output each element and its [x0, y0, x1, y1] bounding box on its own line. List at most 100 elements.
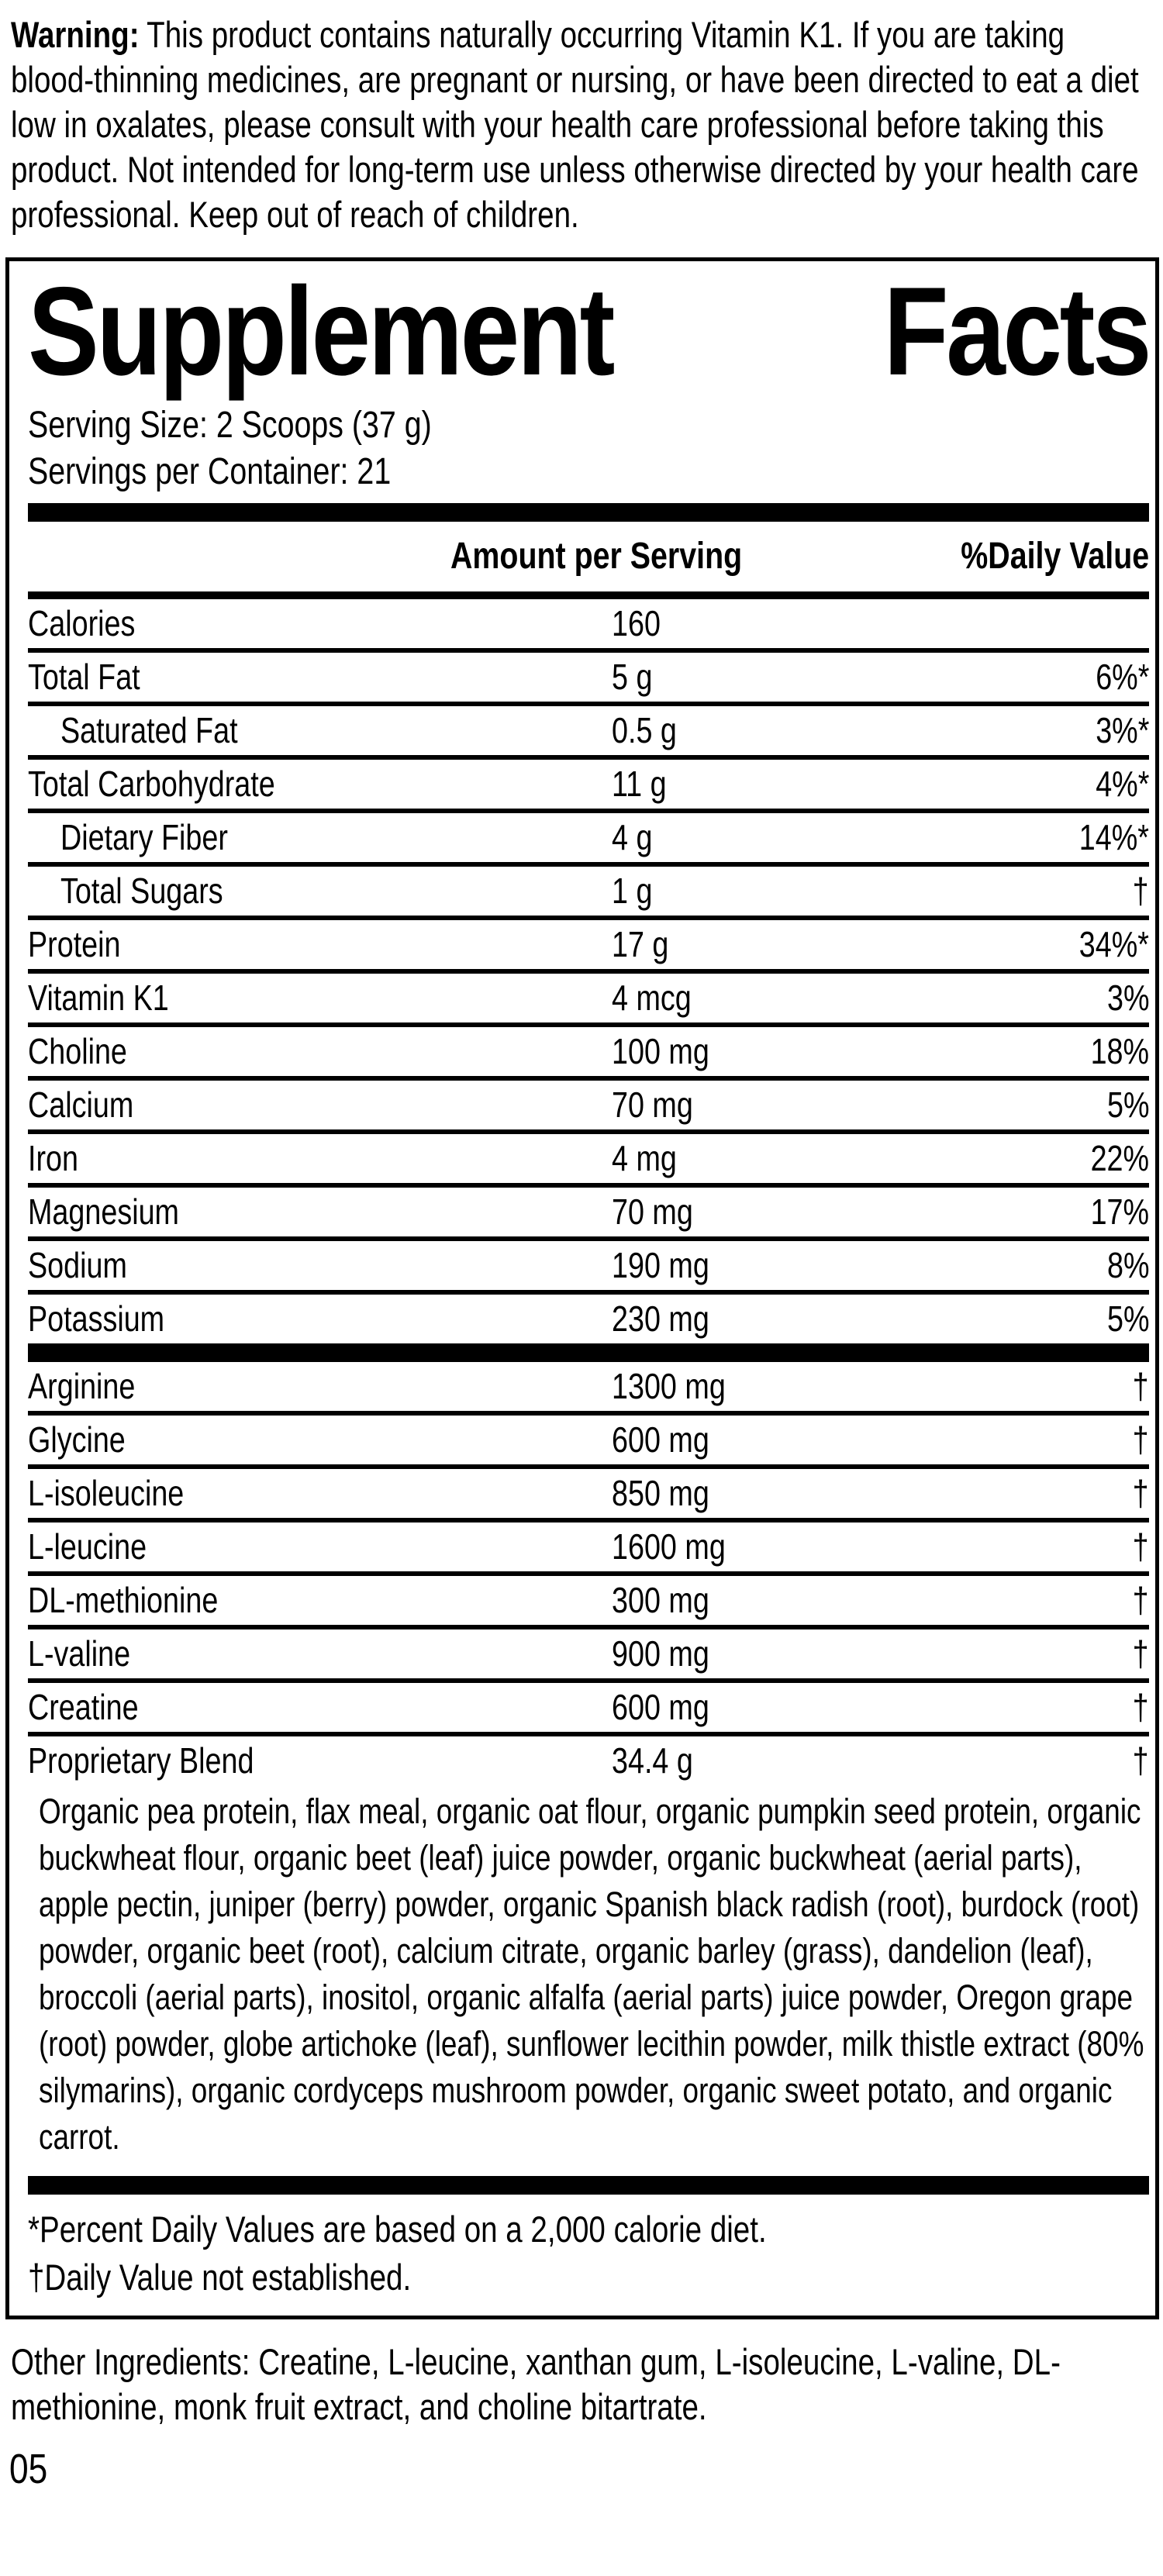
nutrient-row: Arginine 1300 mg †: [28, 1362, 1149, 1416]
nutrient-amount-cell: 1300 mg: [612, 1362, 751, 1411]
nutrient-daily-value-cell: †: [1129, 1683, 1149, 1732]
warning-label: Warning:: [11, 14, 140, 55]
nutrient-label: Choline: [28, 1031, 127, 1071]
other-ingredients-text: Other Ingredients: Creatine, L-leucine, …: [11, 2341, 1061, 2427]
nutrient-daily-value: 8%: [1106, 1245, 1149, 1285]
nutrient-label: Total Fat: [28, 657, 140, 697]
divider-bar-middle: [28, 1343, 1149, 1362]
proprietary-blend-ingredients: Organic pea protein, flax meal, organic …: [39, 1791, 1144, 2157]
nutrient-amount: 0.5 g: [612, 710, 677, 750]
nutrient-row: Glycine 600 mg †: [28, 1416, 1149, 1469]
nutrient-daily-value-cell: †: [1129, 1416, 1149, 1464]
nutrient-row: Dietary Fiber 4 g 14%*: [28, 813, 1149, 867]
nutrient-amount: 5 g: [612, 657, 653, 697]
nutrient-amount-cell: 160: [612, 599, 671, 648]
nutrient-amount: 1 g: [612, 871, 653, 911]
nutrient-label: Vitamin K1: [28, 978, 169, 1018]
footnotes: *Percent Daily Values are based on a 2,0…: [28, 2205, 1149, 2302]
nutrient-daily-value: †: [1133, 1580, 1149, 1620]
nutrient-label: DL-methionine: [28, 1580, 219, 1620]
nutrient-daily-value: 3%: [1106, 978, 1149, 1018]
nutrient-row: Calories 160: [28, 599, 1149, 653]
nutrient-daily-value: †: [1133, 1473, 1149, 1513]
nutrient-amount: 4 mg: [612, 1138, 677, 1178]
nutrient-amount-cell: 0.5 g: [612, 706, 691, 755]
amount-column-header: Amount per Serving: [450, 536, 743, 577]
nutrient-row: Magnesium 70 mg 17%: [28, 1188, 1149, 1241]
nutrient-daily-value: †: [1133, 1366, 1149, 1406]
nutrient-daily-value-cell: 17%: [1078, 1188, 1149, 1236]
nutrient-daily-value-cell: 34%*: [1064, 920, 1149, 969]
nutrient-amount-cell: 600 mg: [612, 1416, 730, 1464]
nutrient-label: Magnesium: [28, 1191, 179, 1232]
nutrient-amount: 17 g: [612, 924, 669, 964]
nutrient-daily-value-cell: †: [1129, 1362, 1149, 1411]
nutrient-amount: 160: [612, 603, 661, 643]
nutrient-daily-value: 5%: [1106, 1085, 1149, 1125]
nutrient-row: Potassium 230 mg 5%: [28, 1295, 1149, 1343]
nutrient-daily-value-cell: 5%: [1098, 1295, 1149, 1343]
nutrient-daily-value-cell: 22%: [1078, 1134, 1149, 1183]
nutrient-daily-value-cell: 3%*: [1084, 706, 1149, 755]
nutrient-row: Sodium 190 mg 8%: [28, 1241, 1149, 1295]
nutrient-daily-value: 5%: [1106, 1298, 1149, 1339]
nutrient-daily-value: †: [1133, 1687, 1149, 1727]
nutrient-amount-cell: 4 mg: [612, 1134, 691, 1183]
nutrient-amount-cell: 1 g: [612, 867, 661, 916]
nutrient-amount: 600 mg: [612, 1687, 709, 1727]
nutrient-label: Dietary Fiber: [60, 817, 228, 857]
nutrient-daily-value: 17%: [1090, 1191, 1149, 1232]
serving-size-line: Serving Size: 2 Scoops (37 g): [28, 405, 432, 446]
warning-paragraph: Warning: This product contains naturally …: [11, 12, 1149, 237]
nutrient-amount: 1300 mg: [612, 1366, 726, 1406]
nutrient-amount-cell: 300 mg: [612, 1576, 730, 1625]
table-header-row: Amount per Serving %Daily Value: [28, 522, 1149, 599]
other-ingredients-paragraph: Other Ingredients: Creatine, L-leucine, …: [11, 2340, 1147, 2429]
nutrient-row: L-leucine 1600 mg †: [28, 1522, 1149, 1576]
nutrient-label: L-leucine: [28, 1526, 147, 1567]
nutrient-label: Proprietary Blend: [28, 1740, 254, 1781]
nutrient-rows-main: Calories 160 Total Fat 5 g 6%* Saturated…: [28, 599, 1149, 1343]
nutrient-daily-value-cell: †: [1129, 1469, 1149, 1518]
nutrient-row: Choline 100 mg 18%: [28, 1027, 1149, 1081]
divider-bar-top: [28, 503, 1149, 522]
nutrient-daily-value: †: [1133, 1633, 1149, 1674]
nutrient-row: Vitamin K1 4 mcg 3%: [28, 974, 1149, 1027]
nutrient-daily-value-cell: 3%: [1098, 974, 1149, 1022]
nutrient-label: Arginine: [28, 1366, 136, 1406]
nutrient-row: DL-methionine 300 mg †: [28, 1576, 1149, 1629]
nutrient-daily-value-cell: †: [1129, 1736, 1149, 1785]
nutrient-daily-value-cell: 18%: [1078, 1027, 1149, 1076]
nutrient-daily-value: 22%: [1090, 1138, 1149, 1178]
nutrient-amount-cell: 600 mg: [612, 1683, 730, 1732]
nutrient-daily-value: 34%*: [1078, 924, 1149, 964]
nutrient-rows-amino: Arginine 1300 mg † Glycine 600 mg † L-is…: [28, 1362, 1149, 1785]
nutrient-amount: 230 mg: [612, 1298, 709, 1339]
nutrient-amount: 100 mg: [612, 1031, 709, 1071]
supplement-facts-panel: Supplement Facts Serving Size: 2 Scoops …: [5, 257, 1159, 2319]
nutrient-row: Calcium 70 mg 5%: [28, 1081, 1149, 1134]
nutrient-amount-cell: 900 mg: [612, 1629, 730, 1678]
nutrient-amount-cell: 4 g: [612, 813, 661, 862]
nutrient-amount-cell: 190 mg: [612, 1241, 730, 1290]
nutrient-amount-cell: 230 mg: [612, 1295, 730, 1343]
nutrient-daily-value-cell: †: [1129, 1522, 1149, 1571]
nutrient-row: L-valine 900 mg †: [28, 1629, 1149, 1683]
nutrient-amount-cell: 5 g: [612, 653, 661, 702]
nutrient-label: Sodium: [28, 1245, 127, 1285]
nutrient-label: L-isoleucine: [28, 1473, 185, 1513]
nutrient-daily-value: 6%*: [1095, 657, 1149, 697]
warning-paragraph-text: Warning: This product contains naturally …: [11, 12, 1148, 237]
nutrient-amount-cell: 850 mg: [612, 1469, 730, 1518]
nutrient-amount: 4 mcg: [612, 978, 692, 1018]
title-word-supplement: Supplement: [28, 261, 615, 402]
nutrient-amount: 34.4 g: [612, 1740, 693, 1781]
nutrient-daily-value-cell: †: [1129, 867, 1149, 916]
nutrient-daily-value: †: [1133, 1526, 1149, 1567]
nutrient-amount-cell: 17 g: [612, 920, 682, 969]
nutrient-daily-value: 3%*: [1095, 710, 1149, 750]
nutrient-daily-value-cell: 5%: [1098, 1081, 1149, 1129]
nutrient-row: Creatine 600 mg †: [28, 1683, 1149, 1736]
nutrient-amount-cell: 4 mcg: [612, 974, 709, 1022]
nutrient-amount-cell: 70 mg: [612, 1188, 711, 1236]
